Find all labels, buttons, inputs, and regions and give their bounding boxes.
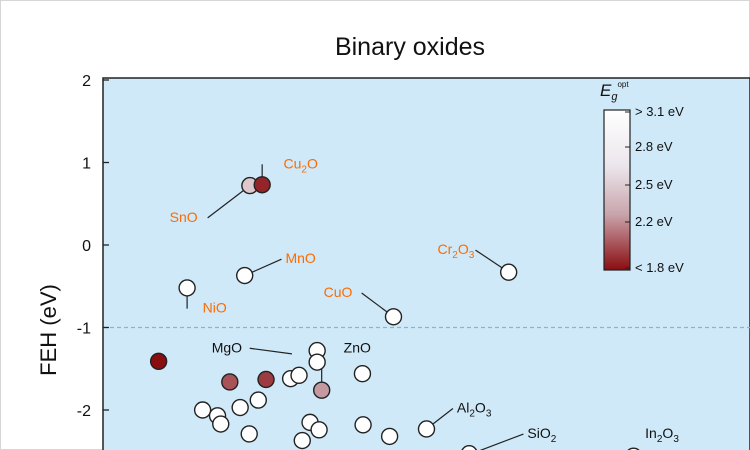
data-point	[499, 263, 518, 281]
point-label: In2O3	[645, 425, 679, 445]
y-tick-label: 1	[82, 156, 91, 173]
annotation-leader	[249, 347, 293, 355]
colorbar: Egopt > 3.1 eV 2.8 eV 2.5 eV 2.2 eV < 1.8 eV	[600, 80, 684, 275]
data-point	[353, 365, 372, 383]
point-label: SnO	[170, 209, 198, 225]
point-label: CuO	[324, 284, 353, 300]
data-point	[231, 398, 249, 417]
colorbar-gradient	[603, 109, 631, 271]
data-point	[249, 391, 267, 409]
colorbar-tick-label: 2.2 eV	[635, 214, 673, 229]
data-point	[240, 425, 258, 443]
data-point	[312, 381, 331, 399]
colorbar-tick-label: > 3.1 eV	[635, 104, 684, 119]
colorbar-tick-label: < 1.8 eV	[635, 260, 684, 275]
colorbar-title: Egopt	[600, 80, 629, 103]
point-label: Al2O3	[457, 399, 492, 419]
point-label: MnO	[285, 250, 315, 266]
point-label: SiO2	[527, 425, 556, 445]
data-point	[290, 366, 308, 385]
colorbar-tick-label: 2.8 eV	[635, 139, 673, 154]
data-point	[235, 266, 254, 285]
plot-area	[102, 77, 750, 450]
data-point	[417, 420, 436, 438]
annotation-leader	[207, 185, 251, 219]
point-label: ZnO	[344, 339, 371, 355]
chart-title: Binary oxides	[335, 33, 485, 61]
point-label: MgO	[212, 339, 242, 355]
data-point	[310, 421, 328, 439]
data-point	[193, 401, 212, 419]
data-point	[257, 370, 275, 389]
data-point	[380, 427, 399, 446]
point-label: Cr2O3	[437, 241, 474, 261]
y-axis-label: FEH (eV)	[36, 284, 61, 376]
data-points	[149, 176, 640, 450]
point-labels: Cu2O SnO MnO NiO Cr2O3 CuO MgO ZnO Al2O3 SiO2 In2O…	[170, 155, 680, 445]
data-point	[384, 308, 403, 326]
y-tick-label: 0	[82, 238, 91, 255]
y-tick-label: -2	[77, 403, 91, 420]
data-point	[212, 415, 230, 433]
y-tick-label: -1	[77, 321, 91, 338]
y-axis-ticks: 2 1 0 -1 -2	[77, 73, 109, 420]
data-point	[221, 373, 239, 391]
colorbar-tick-label: 2.5 eV	[635, 177, 673, 192]
point-label: Cu2O	[284, 155, 318, 175]
data-point	[293, 431, 311, 450]
data-point	[253, 176, 271, 194]
data-point	[308, 353, 326, 371]
data-point	[178, 279, 196, 297]
data-point	[149, 352, 168, 371]
point-label: NiO	[203, 300, 227, 316]
data-point	[461, 445, 478, 450]
data-point	[354, 416, 372, 434]
y-tick-label: 2	[82, 73, 91, 90]
